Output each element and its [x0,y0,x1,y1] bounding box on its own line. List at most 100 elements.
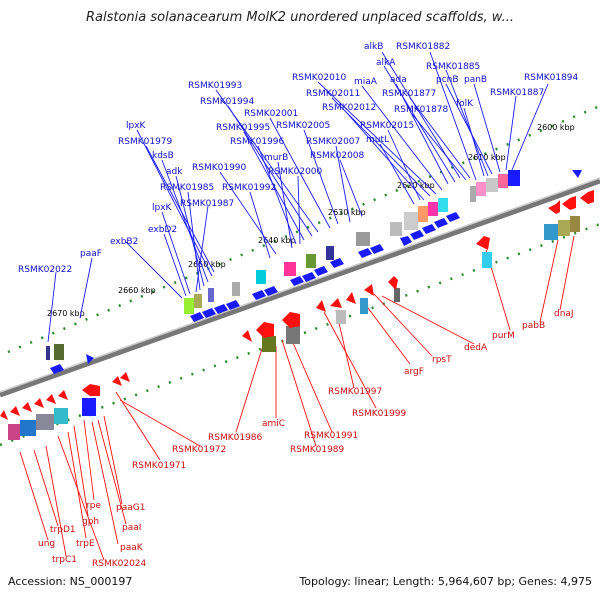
leader-line [219,171,277,255]
forward-gene-arrow [422,224,436,234]
leader-line [161,159,209,283]
forward-gene-arrow [264,286,278,296]
gene-block [428,202,438,216]
accession-text: Accession: NS_000197 [8,575,133,588]
forward-gene-arrow [400,236,412,246]
gene-label: RSMK01882 [396,42,450,52]
leader-line [473,83,501,173]
leader-line [463,107,485,177]
gene-block [194,294,202,308]
forward-gene-arrow [330,258,344,268]
reverse-gene-arrow [10,406,20,416]
reverse-gene-arrow [316,300,326,312]
reverse-gene-arrow [242,330,252,342]
leader-line [57,435,105,561]
gene-block [54,408,68,424]
gene-block [390,222,402,236]
leader-line [163,233,187,297]
gene-label: pabB [522,321,545,331]
reverse-gene-arrow [330,298,342,308]
summary-text: Topology: linear; Length: 5,964,607 bp; … [299,575,592,588]
gene-block [326,246,334,260]
gene-label: RSMK01985 [160,183,214,193]
forward-gene-arrow [252,290,266,300]
gene-block [498,174,508,188]
leader-line [235,335,267,433]
reverse-gene-arrow [388,276,398,290]
forward-gene-arrow [202,308,216,318]
gene-label: rpsT [432,355,452,365]
leader-line [79,257,93,319]
reverse-gene-arrow [22,402,32,412]
gene-label: ung [38,539,55,549]
gene-label: lpxK [152,203,173,213]
leader-line [125,241,183,299]
gene-label: RSMK02008 [310,151,365,161]
forward-gene-arrow [358,248,372,258]
forward-gene-arrow [410,230,424,240]
gene-label: trpE [76,539,95,549]
forward-gene-arrow [86,354,94,364]
gene-label: RSMK01979 [118,137,173,147]
reverse-gene-arrow [34,398,44,408]
gene-label: RSMK01894 [524,73,579,83]
leader-line [383,65,456,183]
leader-line [379,143,415,205]
genome-axis [0,178,600,398]
leader-line [19,451,49,541]
leader-line [269,117,331,229]
gene-label: gph [82,517,99,527]
leader-line [323,311,377,409]
reverse-gene-arrow [364,284,374,296]
gene-block [508,170,520,186]
forward-gene-arrow [572,170,582,178]
gene-block [184,298,194,314]
gene-label: RSMK01989 [290,445,345,455]
leader-line [395,83,449,185]
gene-block [482,252,492,268]
gene-block [306,254,316,268]
gene-block [54,344,64,360]
reverse-gene-labels: dnaJ pabB purM dedA rpsT argF RSMK01997 … [38,309,574,569]
gene-label: RSMK01991 [304,431,358,441]
gene-label: mutL [366,135,389,145]
scale-label: 2650 kbp [188,260,226,269]
leader-line [429,51,477,181]
forward-leaders [47,51,549,343]
forward-gene-arrow [446,212,460,222]
forward-gene-arrow [50,364,64,374]
gene-block [82,398,96,416]
gene-label: trpC1 [52,555,77,565]
gene-block [394,288,400,302]
gene-label: RSMK02012 [322,103,376,113]
forward-gene-blocks [46,170,520,360]
gene-label: RSMK02015 [360,121,414,131]
gene-label: paaF [80,249,102,259]
gene-block [356,232,370,246]
leader-line [257,145,297,245]
leader-line [187,191,201,291]
leader-line [161,211,191,295]
gene-label: argF [404,367,424,377]
gene-label: dnaJ [554,309,574,319]
gene-label: RSMK01993 [188,81,242,91]
scale-label: 2620 kbp [397,181,435,190]
gene-block [570,216,580,232]
reverse-gene-arrow [476,236,490,250]
gene-label: RSMK01885 [426,62,480,72]
leader-line [361,85,443,191]
gene-block [208,288,214,302]
scale-label: 2660 kbp [118,286,156,295]
gene-label: panB [464,75,487,85]
leader-line [387,129,421,201]
gene-label: pcnB [436,75,459,85]
leader-line [136,129,213,277]
gene-label: exbB2 [110,237,138,247]
leader-line [45,445,67,557]
gene-block [544,224,558,240]
reverse-gene-arrow [580,190,594,204]
reverse-gene-arrow [256,322,274,338]
gene-label: RSMK02005 [276,121,330,131]
reverse-leaders [19,235,575,561]
reverse-gene-arrow [548,200,560,214]
